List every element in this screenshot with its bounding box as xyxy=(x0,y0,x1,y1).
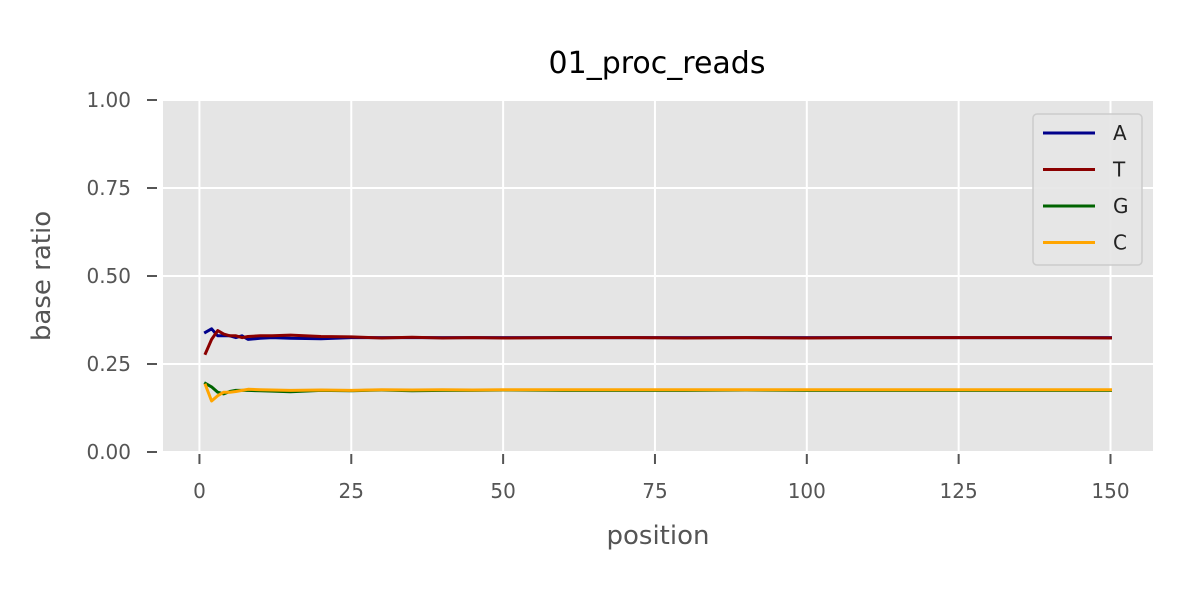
y-tick-label: 0.00 xyxy=(86,440,131,464)
axis-ticks: 0 25 50 75 100 125 150 0.00 0.25 0.50 0.75 1.00 xyxy=(86,88,1129,503)
y-tick-label: 0.50 xyxy=(86,264,131,288)
legend-label-A: A xyxy=(1113,121,1127,145)
x-tick-label: 25 xyxy=(339,479,364,503)
series-line-T xyxy=(203,329,1113,356)
x-axis-label: position xyxy=(607,521,710,551)
series-lines xyxy=(203,327,1113,403)
y-tick-label: 0.75 xyxy=(86,176,131,200)
legend-label-C: C xyxy=(1113,231,1127,255)
chart-title: 01_proc_reads xyxy=(549,46,766,81)
legend-label-T: T xyxy=(1112,158,1126,182)
x-tick-label: 150 xyxy=(1091,479,1129,503)
legend-label-G: G xyxy=(1113,194,1129,218)
x-tick-label: 0 xyxy=(193,479,206,503)
x-tick-label: 75 xyxy=(642,479,667,503)
series-line-C xyxy=(203,383,1112,403)
y-tick-label: 0.25 xyxy=(86,352,131,376)
grid-lines xyxy=(163,99,1153,453)
y-axis-label: base ratio xyxy=(27,211,57,341)
x-tick-label: 100 xyxy=(788,479,826,503)
x-tick-label: 50 xyxy=(490,479,515,503)
legend-box xyxy=(1032,113,1143,266)
y-tick-label: 1.00 xyxy=(86,88,131,112)
x-tick-label: 125 xyxy=(940,479,978,503)
